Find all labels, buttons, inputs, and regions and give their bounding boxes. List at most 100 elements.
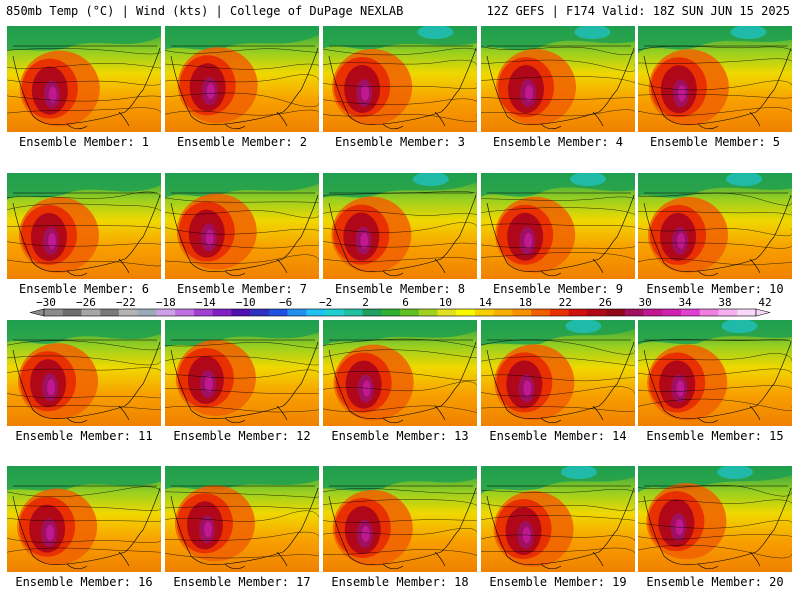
temperature-map xyxy=(7,26,161,132)
colorbar-swatch xyxy=(231,309,251,316)
ensemble-member-label: Ensemble Member: 18 xyxy=(331,575,469,589)
colorbar-swatch xyxy=(44,309,64,316)
temperature-map xyxy=(7,466,161,572)
ensemble-member-map xyxy=(638,173,792,279)
colorbar-swatch xyxy=(699,309,719,316)
ensemble-member-label: Ensemble Member: 14 xyxy=(489,429,627,443)
temperature-map xyxy=(7,173,161,279)
ensemble-member-map xyxy=(323,173,477,279)
temperature-map xyxy=(638,26,792,132)
colorbar-tick-label: −22 xyxy=(115,296,136,309)
temperature-map xyxy=(481,26,635,132)
ensemble-member-map xyxy=(165,26,319,132)
colorbar-swatch xyxy=(287,309,307,316)
ensemble-member-label: Ensemble Member: 17 xyxy=(173,575,311,589)
colorbar-swatch xyxy=(437,309,457,316)
ensemble-member-map xyxy=(481,26,635,132)
colorbar-tick-label: 26 xyxy=(598,296,612,309)
ensemble-member-map xyxy=(323,26,477,132)
temperature-map xyxy=(638,320,792,426)
ensemble-member-map xyxy=(7,26,161,132)
ensemble-member-label: Ensemble Member: 11 xyxy=(15,429,153,443)
ensemble-member-map xyxy=(323,320,477,426)
ensemble-member-map xyxy=(165,320,319,426)
colorbar-tick-label: −6 xyxy=(279,296,293,309)
ensemble-member-map xyxy=(481,466,635,572)
colorbar-tick-label: 6 xyxy=(402,296,409,309)
colorbar-swatch xyxy=(493,309,513,316)
colorbar-swatch xyxy=(737,309,757,316)
colorbar-tick-label: −2 xyxy=(318,296,333,309)
colorbar-labels: −30 −26 −22 −18 −14 −10 −6 −2 2 6 10 14 18 22 26 30 34 38… xyxy=(0,296,800,309)
temperature-map xyxy=(481,320,635,426)
colorbar-swatch xyxy=(474,309,494,316)
temperature-map xyxy=(323,173,477,279)
ensemble-member-label: Ensemble Member: 13 xyxy=(331,429,469,443)
colorbar-swatch xyxy=(325,309,345,316)
temperature-map xyxy=(323,466,477,572)
ensemble-member-map xyxy=(481,320,635,426)
colorbar-high-arrow xyxy=(755,308,771,317)
colorbar-swatch xyxy=(212,309,232,316)
ensemble-member-map xyxy=(165,466,319,572)
colorbar-tick-label: −26 xyxy=(76,296,96,309)
ensemble-member-map xyxy=(638,26,792,132)
ensemble-member-map xyxy=(7,466,161,572)
temperature-map xyxy=(165,320,319,426)
colorbar-swatch xyxy=(362,309,382,316)
colorbar-tick-label: −30 xyxy=(36,296,56,309)
ensemble-member-map xyxy=(638,320,792,426)
colorbar-tick-label: 34 xyxy=(678,296,692,309)
ensemble-member-label: Ensemble Member: 10 xyxy=(646,282,784,296)
temperature-colorbar xyxy=(29,308,771,317)
colorbar-tick-label: −10 xyxy=(235,296,256,309)
ensemble-member-label: Ensemble Member: 7 xyxy=(176,282,308,296)
ensemble-member-label: Ensemble Member: 9 xyxy=(492,282,624,296)
ensemble-member-map xyxy=(7,173,161,279)
colorbar-tick-label: 14 xyxy=(478,296,492,309)
colorbar-swatch xyxy=(306,309,326,316)
temperature-map xyxy=(7,320,161,426)
colorbar-swatch xyxy=(549,309,569,316)
temperature-map xyxy=(638,466,792,572)
ensemble-member-label: Ensemble Member: 6 xyxy=(18,282,150,296)
colorbar-swatch xyxy=(718,309,738,316)
temperature-map xyxy=(323,320,477,426)
colorbar-swatch xyxy=(606,309,626,316)
colorbar-swatch xyxy=(512,309,532,316)
colorbar-tick-label: −18 xyxy=(155,296,176,309)
colorbar-swatch xyxy=(118,309,138,316)
ensemble-member-label: Ensemble Member: 16 xyxy=(15,575,153,589)
colorbar-swatch xyxy=(662,309,682,316)
colorbar-tick-label: 10 xyxy=(438,296,453,309)
ensemble-member-label: Ensemble Member: 12 xyxy=(173,429,311,443)
temperature-map xyxy=(638,173,792,279)
ensemble-member-label: Ensemble Member: 3 xyxy=(334,135,466,149)
temperature-map xyxy=(481,466,635,572)
ensemble-member-label: Ensemble Member: 2 xyxy=(176,135,308,149)
colorbar-swatch xyxy=(587,309,607,316)
colorbar-swatch xyxy=(568,309,588,316)
ensemble-member-map xyxy=(481,173,635,279)
colorbar-swatch xyxy=(381,309,401,316)
temperature-map xyxy=(323,26,477,132)
colorbar-swatch xyxy=(156,309,176,316)
colorbar-swatch xyxy=(681,309,701,316)
colorbar-swatch xyxy=(137,309,157,316)
ensemble-member-label: Ensemble Member: 5 xyxy=(649,135,781,149)
ensemble-member-label: Ensemble Member: 15 xyxy=(646,429,784,443)
colorbar-swatch xyxy=(250,309,270,316)
temperature-map xyxy=(165,173,319,279)
temperature-map xyxy=(165,26,319,132)
colorbar-tick-label: 38 xyxy=(718,296,732,309)
ensemble-member-map xyxy=(165,173,319,279)
colorbar-swatch xyxy=(62,309,82,316)
colorbar-tick-label: 2 xyxy=(362,296,369,309)
colorbar-tick-label: 22 xyxy=(558,296,572,309)
colorbar-swatch xyxy=(343,309,363,316)
colorbar-low-arrow xyxy=(29,308,45,317)
temperature-map xyxy=(481,173,635,279)
ensemble-member-label: Ensemble Member: 8 xyxy=(334,282,466,296)
colorbar-swatch xyxy=(175,309,195,316)
ensemble-member-label: Ensemble Member: 19 xyxy=(489,575,627,589)
